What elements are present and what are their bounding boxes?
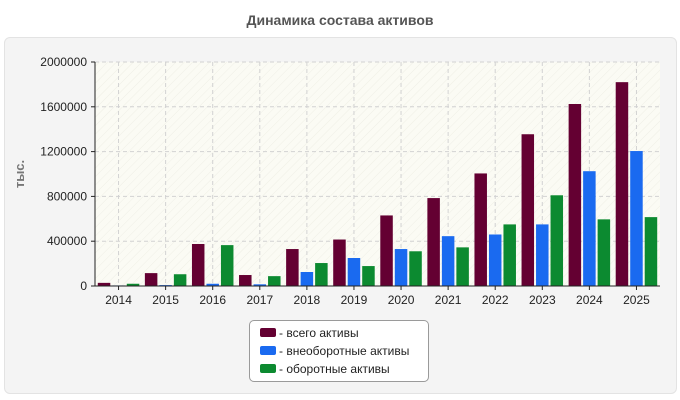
bar-2022-series-0 [474, 173, 487, 286]
chart-title: Динамика состава активов [246, 12, 434, 28]
bar-2016-series-1 [206, 283, 219, 286]
bar-2021-series-0 [427, 198, 440, 286]
x-tick-label: 2014 [105, 293, 132, 307]
bar-2019-series-0 [333, 239, 346, 286]
bar-2018-series-1 [300, 272, 314, 286]
bar-2017-series-0 [239, 275, 252, 286]
bar-2015-series-0 [144, 273, 158, 286]
bar-2025-series-1 [630, 151, 643, 286]
chart-legend: - всего активы - внеоборотные активы - о… [249, 320, 429, 382]
bar-2025-series-2 [644, 217, 658, 286]
bar-2020-series-2 [409, 251, 422, 286]
bar-2016-series-2 [220, 245, 234, 286]
bar-2024-series-2 [597, 219, 611, 286]
x-tick-label: 2023 [529, 293, 556, 307]
legend-item-noncurrent-assets: - внеоборотные активы [260, 342, 428, 360]
y-tick-label: 1200000 [40, 145, 87, 159]
bar-2021-series-1 [441, 236, 455, 286]
legend-label-total-assets: - всего активы [279, 326, 359, 340]
x-tick-label: 2021 [435, 293, 462, 307]
legend-item-total-assets: - всего активы [260, 324, 428, 342]
bar-2022-series-2 [503, 224, 516, 286]
bar-2024-series-0 [568, 104, 582, 286]
x-tick-label: 2024 [576, 293, 603, 307]
bar-2020-series-0 [380, 215, 393, 286]
y-tick-label: 800000 [47, 189, 87, 203]
x-tick-label: 2016 [199, 293, 226, 307]
x-tick-label: 2018 [294, 293, 321, 307]
legend-swatch-noncurrent-assets [260, 346, 276, 356]
bar-2017-series-1 [253, 284, 267, 286]
bar-2020-series-1 [394, 249, 408, 286]
bar-2018-series-0 [286, 249, 299, 286]
legend-label-current-assets: - оборотные активы [279, 362, 390, 376]
y-tick-label: 0 [80, 279, 87, 293]
x-tick-label: 2025 [623, 293, 650, 307]
bar-2023-series-1 [536, 224, 549, 286]
y-axis-title: тыс. [12, 160, 27, 188]
bar-2016-series-0 [191, 244, 205, 286]
x-tick-label: 2019 [341, 293, 368, 307]
y-tick-label: 1600000 [40, 100, 87, 114]
bar-2014-series-0 [97, 282, 111, 286]
bar-2019-series-1 [347, 258, 361, 286]
x-tick-label: 2015 [152, 293, 179, 307]
bar-2022-series-1 [488, 234, 502, 286]
bar-2024-series-1 [583, 171, 596, 286]
y-tick-label: 2000000 [40, 55, 87, 69]
plot-area [95, 62, 660, 286]
legend-item-current-assets: - оборотные активы [260, 360, 428, 378]
bar-2021-series-2 [456, 247, 469, 286]
legend-label-noncurrent-assets: - внеоборотные активы [279, 344, 410, 358]
bar-2019-series-2 [362, 266, 375, 286]
bar-2018-series-2 [315, 263, 328, 286]
x-tick-label: 2022 [482, 293, 509, 307]
y-tick-label: 400000 [47, 234, 87, 248]
bar-2025-series-0 [615, 82, 629, 286]
x-tick-label: 2020 [388, 293, 415, 307]
bar-2015-series-2 [173, 274, 187, 286]
bar-2023-series-2 [550, 195, 564, 286]
legend-swatch-current-assets [260, 364, 276, 374]
legend-swatch-total-assets [260, 328, 276, 338]
bar-2014-series-2 [126, 283, 140, 286]
bar-2023-series-0 [521, 134, 535, 286]
x-tick-label: 2017 [246, 293, 273, 307]
bar-2017-series-2 [268, 276, 281, 286]
